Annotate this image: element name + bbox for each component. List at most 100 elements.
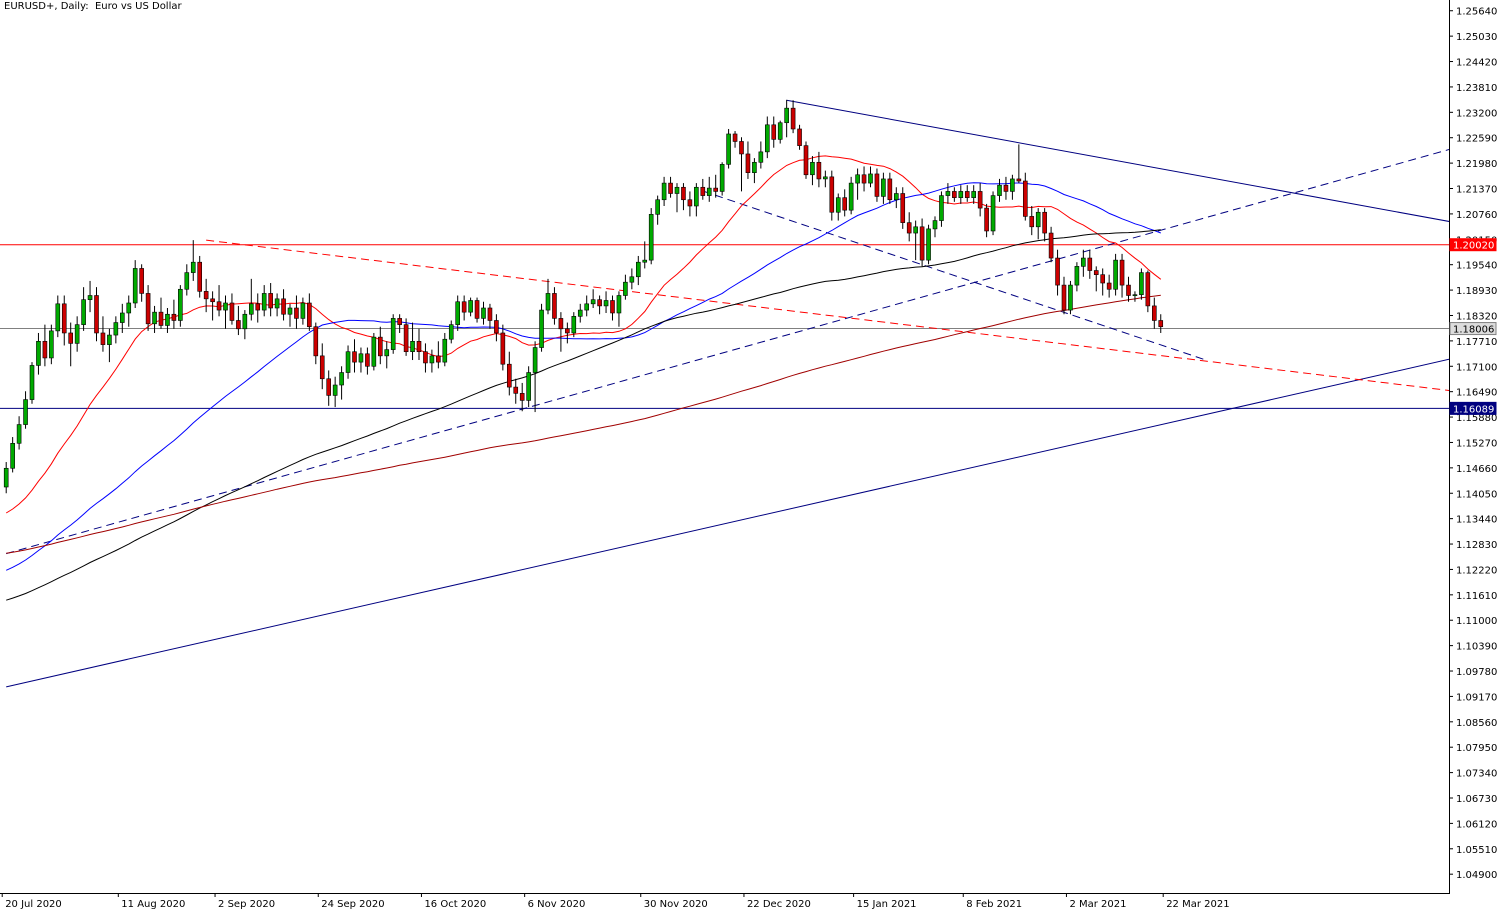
candle-body xyxy=(745,153,751,173)
candle-body xyxy=(300,302,306,319)
candle-body xyxy=(371,336,377,367)
candle-body xyxy=(319,355,325,380)
candle-body xyxy=(287,307,293,315)
candle-body xyxy=(913,226,918,234)
y-tick-label: 1.07340 xyxy=(1456,769,1497,780)
candle-body xyxy=(113,322,119,336)
y-tick-label: 1.22590 xyxy=(1456,134,1497,145)
candle-body xyxy=(855,174,860,184)
candle-body xyxy=(1145,272,1151,307)
y-tick-label: 1.17100 xyxy=(1456,362,1497,373)
x-tick-label: 2 Mar 2021 xyxy=(1069,899,1126,910)
y-tick-label: 1.05510 xyxy=(1456,845,1497,856)
candle-body xyxy=(1139,272,1144,295)
y-tick-label: 1.12220 xyxy=(1456,565,1497,576)
y-tick-label: 1.14050 xyxy=(1456,489,1497,500)
y-tick-label: 1.21370 xyxy=(1456,185,1497,196)
candle-body xyxy=(790,107,796,130)
candle-body xyxy=(423,351,428,364)
candle-body xyxy=(752,161,757,173)
candle-body xyxy=(661,182,667,201)
candle-body xyxy=(274,298,280,309)
candle-body xyxy=(603,300,609,307)
x-tick-label: 20 Jul 2020 xyxy=(5,899,62,910)
candle-body xyxy=(403,324,409,353)
x-tick-label: 16 Oct 2020 xyxy=(424,899,486,910)
candle-body xyxy=(719,164,725,192)
candle-body xyxy=(1016,178,1022,182)
candle-body xyxy=(429,355,435,364)
candle-body xyxy=(448,324,454,340)
candle-body xyxy=(732,133,738,142)
candle-body xyxy=(223,302,228,311)
y-tick-label: 1.23200 xyxy=(1456,108,1497,119)
candle-body xyxy=(758,151,764,163)
candle-body xyxy=(926,228,931,261)
candle-body xyxy=(442,338,448,363)
candle-body xyxy=(623,281,628,296)
candle-body xyxy=(326,378,332,396)
ma-20-line xyxy=(5,155,1162,514)
candle-body xyxy=(61,303,67,334)
candle-body xyxy=(919,226,925,261)
candle-body xyxy=(1048,232,1054,259)
candle-body xyxy=(874,173,880,197)
candle-body xyxy=(1010,178,1015,192)
candle-body xyxy=(94,295,99,334)
candle-body xyxy=(352,351,357,363)
candle-body xyxy=(81,299,86,325)
candle-body xyxy=(565,328,570,334)
candle-body xyxy=(952,191,957,198)
candle-body xyxy=(171,313,177,321)
candle-body xyxy=(487,307,493,321)
candle-body xyxy=(803,145,809,176)
candle-body xyxy=(764,124,770,153)
candle-body xyxy=(964,191,970,198)
candle-body xyxy=(706,187,712,196)
candle-body xyxy=(906,222,912,234)
y-tick-label: 1.11000 xyxy=(1456,616,1497,627)
y-tick-label: 1.16490 xyxy=(1456,388,1497,399)
ma-200-line xyxy=(6,294,1161,554)
candle-body xyxy=(1003,184,1009,192)
y-tick-label: 1.19540 xyxy=(1456,261,1497,272)
candle-body xyxy=(616,295,622,314)
candle-body xyxy=(629,276,635,283)
y-tick-label: 1.15880 xyxy=(1456,413,1497,424)
candle-body xyxy=(932,220,938,230)
candle-body xyxy=(1074,266,1080,286)
candle-body xyxy=(184,272,190,290)
candle-body xyxy=(377,336,383,357)
candle-body xyxy=(165,313,170,326)
candle-body xyxy=(848,182,854,211)
candle-body xyxy=(313,326,319,357)
candle-body xyxy=(107,334,112,345)
candle-body xyxy=(416,340,422,353)
price-level-badge xyxy=(1449,322,1497,336)
candle-body xyxy=(55,303,61,332)
candle-body xyxy=(577,309,583,317)
candle-body xyxy=(713,187,719,192)
candle-body xyxy=(178,288,183,321)
candle-body xyxy=(674,186,680,194)
candle-body xyxy=(984,207,989,232)
candle-body xyxy=(777,122,783,140)
candle-body xyxy=(700,186,706,196)
candle-body xyxy=(526,372,531,401)
ma-100-line xyxy=(6,229,1161,601)
x-tick-label: 15 Jan 2021 xyxy=(857,899,917,910)
y-tick-label: 1.10390 xyxy=(1456,642,1497,653)
candle-body xyxy=(197,261,202,292)
candle-body xyxy=(687,199,693,207)
dashed-trendline xyxy=(6,149,1449,555)
candle-body xyxy=(1113,259,1118,290)
x-tick-label: 11 Aug 2020 xyxy=(121,899,185,910)
candle-body xyxy=(1100,274,1105,284)
y-tick-label: 1.17710 xyxy=(1456,337,1497,348)
candle-body xyxy=(810,161,815,176)
candle-body xyxy=(255,303,261,311)
candle-body xyxy=(1081,257,1086,267)
candle-body xyxy=(655,199,660,215)
candle-body xyxy=(1029,216,1035,228)
